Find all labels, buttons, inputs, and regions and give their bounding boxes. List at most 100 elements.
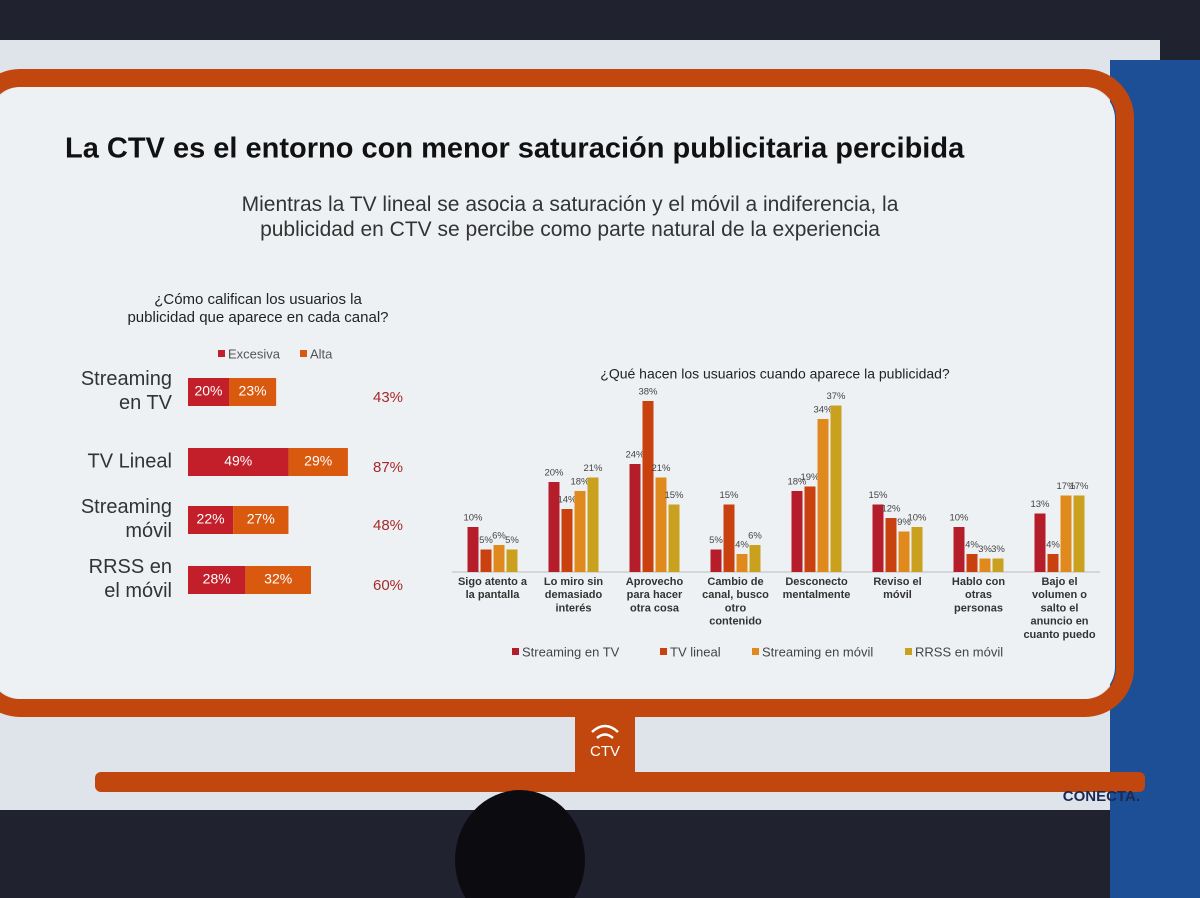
bar	[979, 558, 991, 572]
bar	[629, 464, 641, 572]
bar-segment	[188, 506, 234, 534]
value-label: 24%	[625, 450, 645, 461]
total-label: 48%	[373, 517, 403, 534]
value-label: 34%	[813, 405, 833, 416]
bar	[830, 405, 842, 572]
bar	[736, 554, 748, 572]
category-label: RRSS en el móvil	[89, 556, 172, 602]
bar	[817, 419, 829, 572]
bar-segment	[188, 566, 246, 594]
category-label: Sigo atento a la pantalla	[458, 576, 528, 601]
value-label: 49%	[224, 453, 252, 469]
value-label: 28%	[203, 571, 231, 587]
bar	[642, 401, 654, 572]
value-label: 17%	[1069, 481, 1089, 492]
bar	[1047, 554, 1059, 572]
bar	[966, 554, 978, 572]
value-label: 13%	[1030, 499, 1050, 510]
bar	[668, 504, 680, 572]
legend-swatch	[512, 648, 519, 655]
legend-label: Alta	[310, 346, 333, 361]
value-label: 10%	[949, 513, 969, 524]
legend-swatch	[752, 648, 759, 655]
total-label: 87%	[373, 459, 403, 476]
bar-segment	[288, 448, 348, 476]
bar	[791, 491, 803, 572]
value-label: 9%	[897, 517, 911, 528]
chart-title: ¿Cómo califican los usuarios la publicida…	[127, 291, 388, 326]
value-label: 5%	[479, 535, 493, 546]
wifi-icon	[591, 724, 619, 739]
value-label: 20%	[544, 468, 564, 479]
bar	[480, 549, 492, 572]
value-label: 20%	[194, 383, 222, 399]
bar	[655, 477, 667, 572]
value-label: 17%	[1056, 481, 1076, 492]
bar-segment	[245, 566, 311, 594]
legend-label: Excesiva	[228, 346, 281, 361]
bar	[749, 545, 761, 572]
legend-label: TV lineal	[670, 644, 721, 659]
category-label: Cambio de canal, busco otro contenido	[702, 576, 769, 628]
bar	[885, 518, 897, 572]
legend-swatch	[660, 648, 667, 655]
value-label: 6%	[748, 531, 762, 542]
value-label: 15%	[868, 490, 888, 501]
bar	[723, 504, 735, 572]
value-label: 3%	[991, 544, 1005, 555]
bar-segment	[229, 378, 277, 406]
value-label: 10%	[907, 513, 927, 524]
category-label: Lo miro sin demasiado interés	[544, 576, 604, 614]
category-label: Hablo con otras personas	[952, 576, 1005, 614]
value-label: 38%	[638, 387, 658, 398]
value-label: 21%	[651, 463, 671, 474]
value-label: 32%	[264, 571, 292, 587]
value-label: 18%	[787, 477, 807, 488]
bar	[872, 504, 884, 572]
legend-label: Streaming en TV	[522, 644, 620, 659]
value-label: 37%	[826, 391, 846, 402]
slide-subtitle: Mientras la TV lineal se asocia a satura…	[242, 193, 899, 241]
value-label: 23%	[239, 383, 267, 399]
value-label: 27%	[247, 511, 275, 527]
chart-behaviour: ¿Qué hacen los usuarios cuando aparece l…	[452, 366, 1100, 659]
value-label: 15%	[664, 490, 684, 501]
bar	[506, 549, 518, 572]
bar	[574, 491, 586, 572]
value-label: 3%	[978, 544, 992, 555]
chart-title: ¿Qué hacen los usuarios cuando aparece l…	[600, 366, 950, 382]
bar	[1060, 495, 1072, 572]
bar	[1034, 513, 1046, 572]
value-label: 29%	[304, 453, 332, 469]
value-label: 12%	[881, 504, 901, 515]
bar-segment	[233, 506, 289, 534]
brand: CONECTA.	[1063, 788, 1140, 805]
total-label: 43%	[373, 389, 403, 406]
category-label: Reviso el móvil	[873, 576, 921, 601]
bar	[953, 527, 965, 572]
value-label: 21%	[583, 463, 603, 474]
value-label: 18%	[570, 477, 590, 488]
bar	[710, 549, 722, 572]
tv-frame	[0, 69, 1134, 717]
bar	[898, 531, 910, 572]
bar-segment	[188, 448, 289, 476]
value-label: 4%	[735, 540, 749, 551]
value-label: 22%	[197, 511, 225, 527]
bar-segment	[188, 378, 229, 406]
category-label: TV Lineal	[88, 450, 173, 472]
category-label: Aprovecho para hacer otra cosa	[626, 576, 684, 614]
bar	[992, 558, 1004, 572]
category-label: Desconecto mentalmente	[783, 576, 851, 601]
legend-swatch	[218, 350, 225, 357]
audience-head	[455, 790, 585, 898]
bar	[493, 545, 505, 572]
bar	[467, 527, 479, 572]
bar	[548, 482, 560, 572]
legend-swatch	[300, 350, 307, 357]
bar	[911, 527, 923, 572]
value-label: 14%	[557, 495, 577, 506]
value-label: 19%	[800, 472, 820, 483]
